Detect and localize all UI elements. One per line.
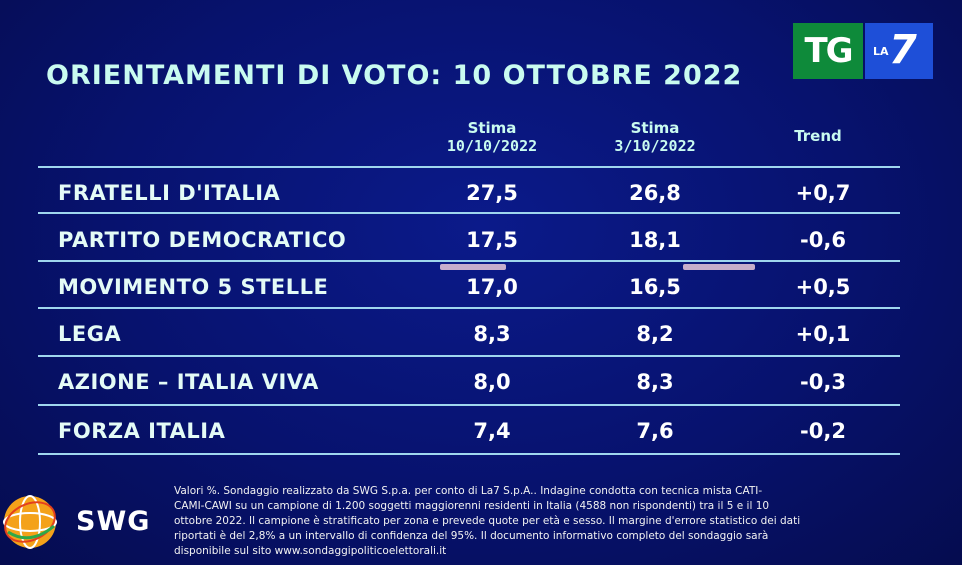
screen-glare xyxy=(440,264,506,270)
stima-10-10-value: 17,5 xyxy=(466,228,518,252)
trend-value: +0,1 xyxy=(795,322,851,346)
tg-logo-text: TG xyxy=(793,23,863,79)
party-name: FRATELLI D'ITALIA xyxy=(58,181,281,205)
column-header-line1: Trend xyxy=(794,127,842,145)
stima-3-10-value: 8,3 xyxy=(636,370,674,394)
table-rule xyxy=(38,355,900,357)
party-name: MOVIMENTO 5 STELLE xyxy=(58,275,329,299)
swg-logo-text: SWG xyxy=(76,506,151,537)
party-name: AZIONE – ITALIA VIVA xyxy=(58,370,319,394)
footnote-line: Valori %. Sondaggio realizzato da SWG S.… xyxy=(174,485,763,497)
la7-logo-seven: 7 xyxy=(889,27,917,73)
table-rule xyxy=(38,166,900,168)
party-name: PARTITO DEMOCRATICO xyxy=(58,228,347,252)
party-name: FORZA ITALIA xyxy=(58,419,226,443)
trend-value: -0,6 xyxy=(800,228,846,252)
stima-3-10-value: 18,1 xyxy=(629,228,681,252)
trend-value: -0,3 xyxy=(800,370,846,394)
stima-10-10-value: 7,4 xyxy=(473,419,511,443)
footnote-line: riportati è del 2,8% a un intervallo di … xyxy=(174,530,769,542)
stima-3-10-value: 16,5 xyxy=(629,275,681,299)
stima-3-10-value: 7,6 xyxy=(636,419,674,443)
la7-logo-la: LA xyxy=(873,45,889,58)
column-header-trend: Trend xyxy=(768,127,868,145)
trend-value: -0,2 xyxy=(800,419,846,443)
stima-3-10-value: 26,8 xyxy=(629,181,681,205)
table-rule xyxy=(38,453,900,455)
stima-10-10-value: 27,5 xyxy=(466,181,518,205)
footnote-line: CAMI-CAWI su un campione di 1.200 sogget… xyxy=(174,500,770,512)
column-header-stima-3-10: Stima 3/10/2022 xyxy=(585,119,725,155)
column-header-line1: Stima xyxy=(467,119,517,137)
table-rule xyxy=(38,260,900,262)
swg-globe-icon xyxy=(3,495,57,549)
stima-10-10-value: 17,0 xyxy=(466,275,518,299)
column-header-stima-10-10: Stima 10/10/2022 xyxy=(422,119,562,155)
column-header-line2: 10/10/2022 xyxy=(446,137,538,155)
footnote-line: ottobre 2022. Il campione è stratificato… xyxy=(174,515,801,527)
stima-3-10-value: 8,2 xyxy=(636,322,674,346)
column-header-line2: 3/10/2022 xyxy=(614,137,696,155)
party-name: LEGA xyxy=(58,322,122,346)
footnote-line: disponibile sul sito www.sondaggipolitic… xyxy=(174,545,447,557)
stima-10-10-value: 8,3 xyxy=(473,322,511,346)
la7-logo: LA 7 xyxy=(865,23,933,79)
tg-la7-logo: TG LA 7 xyxy=(793,23,933,79)
page-title: ORIENTAMENTI DI VOTO: 10 OTTOBRE 2022 xyxy=(46,60,743,91)
stima-10-10-value: 8,0 xyxy=(473,370,511,394)
methodology-footnote: Valori %. Sondaggio realizzato da SWG S.… xyxy=(174,484,930,559)
table-rule xyxy=(38,212,900,214)
table-rule xyxy=(38,307,900,309)
screen-glare xyxy=(683,264,755,270)
trend-value: +0,5 xyxy=(795,275,851,299)
table-rule xyxy=(38,404,900,406)
column-header-line1: Stima xyxy=(630,119,680,137)
trend-value: +0,7 xyxy=(795,181,851,205)
